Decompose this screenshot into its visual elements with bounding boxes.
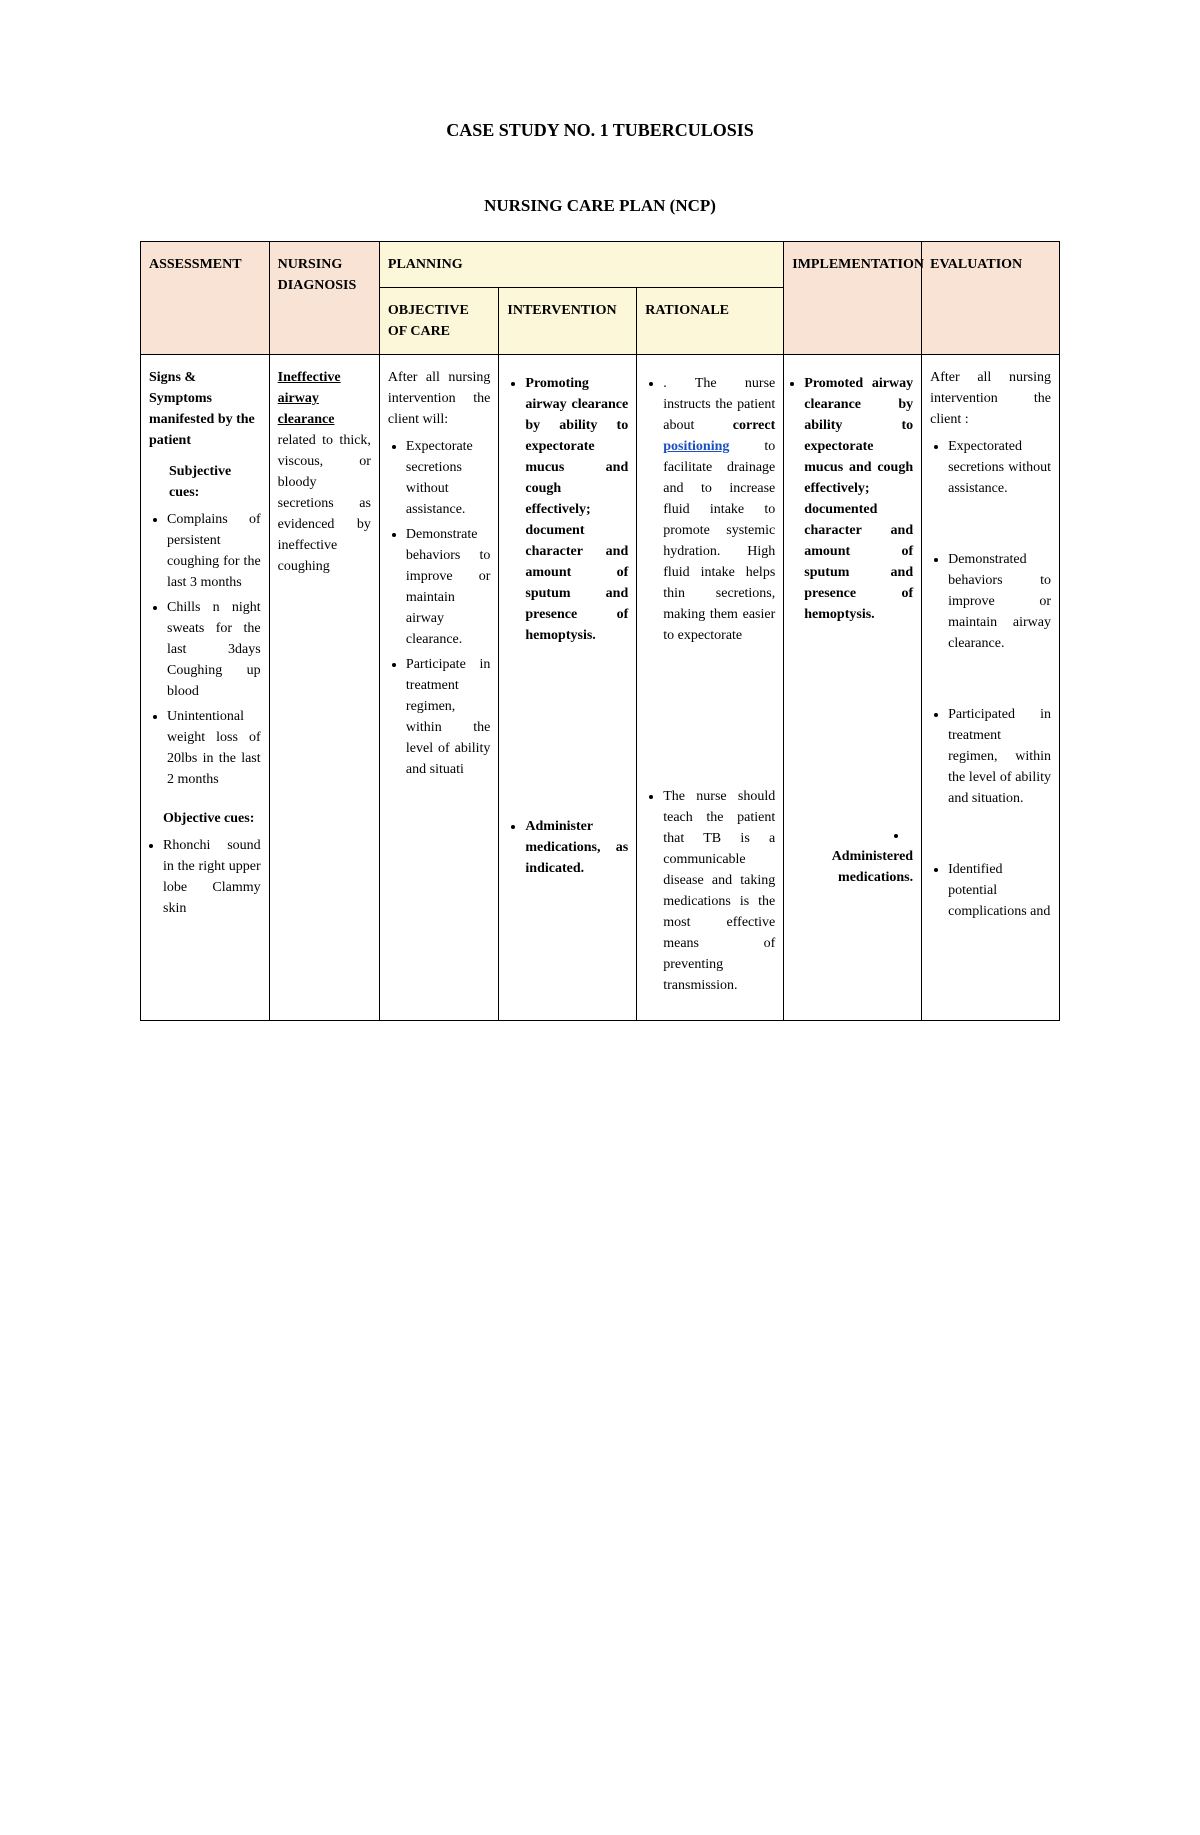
objective-list: Rhonchi sound in the right upper lobe Cl… bbox=[149, 835, 261, 919]
case-study-title: CASE STUDY NO. 1 TUBERCULOSIS bbox=[140, 120, 1060, 141]
th-rationale: RATIONALE bbox=[637, 288, 784, 355]
list-item: Demonstrate behaviors to improve or main… bbox=[406, 524, 490, 650]
evaluation-intro: After all nursing intervention the clien… bbox=[930, 367, 1051, 430]
list-item: Administer medications, as indicated. bbox=[525, 816, 628, 879]
positioning-link[interactable]: positioning bbox=[663, 439, 729, 454]
objective-label: Objective cues: bbox=[163, 808, 261, 829]
list-item: Complains of persistent coughing for the… bbox=[167, 509, 261, 593]
implementation-list: Promoted airway clearance by ability to … bbox=[792, 373, 913, 888]
list-item: Rhonchi sound in the right upper lobe Cl… bbox=[163, 835, 261, 919]
list-item: Expectorated secretions without assistan… bbox=[948, 436, 1051, 499]
objective-intro: After all nursing intervention the clien… bbox=[388, 367, 490, 430]
list-item: Participated in treatment regimen, withi… bbox=[948, 704, 1051, 809]
diagnosis-rest: related to thick, viscous, or bloody sec… bbox=[278, 433, 371, 574]
assessment-heading: Signs & Symptoms manifested by the patie… bbox=[149, 367, 261, 451]
cell-assessment: Signs & Symptoms manifested by the patie… bbox=[141, 355, 270, 1021]
diagnosis-term: Ineffective airway clearance bbox=[278, 370, 341, 427]
list-item: Chills n night sweats for the last 3days… bbox=[167, 597, 261, 702]
th-assessment: ASSESSMENT bbox=[141, 242, 270, 355]
rationale-list: . The nurse instructs the patient about … bbox=[645, 373, 775, 996]
th-intervention: INTERVENTION bbox=[499, 288, 637, 355]
list-item: Administered medications. bbox=[822, 825, 913, 888]
list-item: Expectorate secretions without assistanc… bbox=[406, 436, 490, 520]
intervention-list: Promoting airway clearance by ability to… bbox=[507, 373, 628, 879]
list-item: Demonstrated behaviors to improve or mai… bbox=[948, 549, 1051, 654]
th-planning: PLANNING bbox=[379, 242, 783, 288]
cell-rationale: . The nurse instructs the patient about … bbox=[637, 355, 784, 1021]
list-item: Identified potential complications and bbox=[948, 859, 1051, 922]
ncp-title: NURSING CARE PLAN (NCP) bbox=[140, 196, 1060, 216]
objective-list: Expectorate secretions without assistanc… bbox=[388, 436, 490, 780]
cell-objective: After all nursing intervention the clien… bbox=[379, 355, 498, 1021]
list-item: The nurse should teach the patient that … bbox=[663, 786, 775, 996]
list-item: . The nurse instructs the patient about … bbox=[663, 373, 775, 646]
cell-diagnosis: Ineffective airway clearance related to … bbox=[269, 355, 379, 1021]
subjective-list: Complains of persistent coughing for the… bbox=[149, 509, 261, 790]
th-diagnosis: NURSING DIAGNOSIS bbox=[269, 242, 379, 355]
subjective-label: Subjective cues: bbox=[169, 461, 261, 503]
evaluation-list: Expectorated secretions without assistan… bbox=[930, 436, 1051, 922]
cell-implementation: Promoted airway clearance by ability to … bbox=[784, 355, 922, 1021]
list-item: Participate in treatment regimen, within… bbox=[406, 654, 490, 780]
list-item: Promoted airway clearance by ability to … bbox=[804, 373, 913, 625]
cell-intervention: Promoting airway clearance by ability to… bbox=[499, 355, 637, 1021]
list-item: Promoting airway clearance by ability to… bbox=[525, 373, 628, 646]
th-objective: OBJECTIVE OF CARE bbox=[379, 288, 498, 355]
th-evaluation: EVALUATION bbox=[922, 242, 1060, 355]
th-implementation: IMPLEMENTATION bbox=[784, 242, 922, 355]
list-item: Unintentional weight loss of 20lbs in th… bbox=[167, 706, 261, 790]
ncp-table: ASSESSMENT NURSING DIAGNOSIS PLANNING IM… bbox=[140, 241, 1060, 1021]
cell-evaluation: After all nursing intervention the clien… bbox=[922, 355, 1060, 1021]
